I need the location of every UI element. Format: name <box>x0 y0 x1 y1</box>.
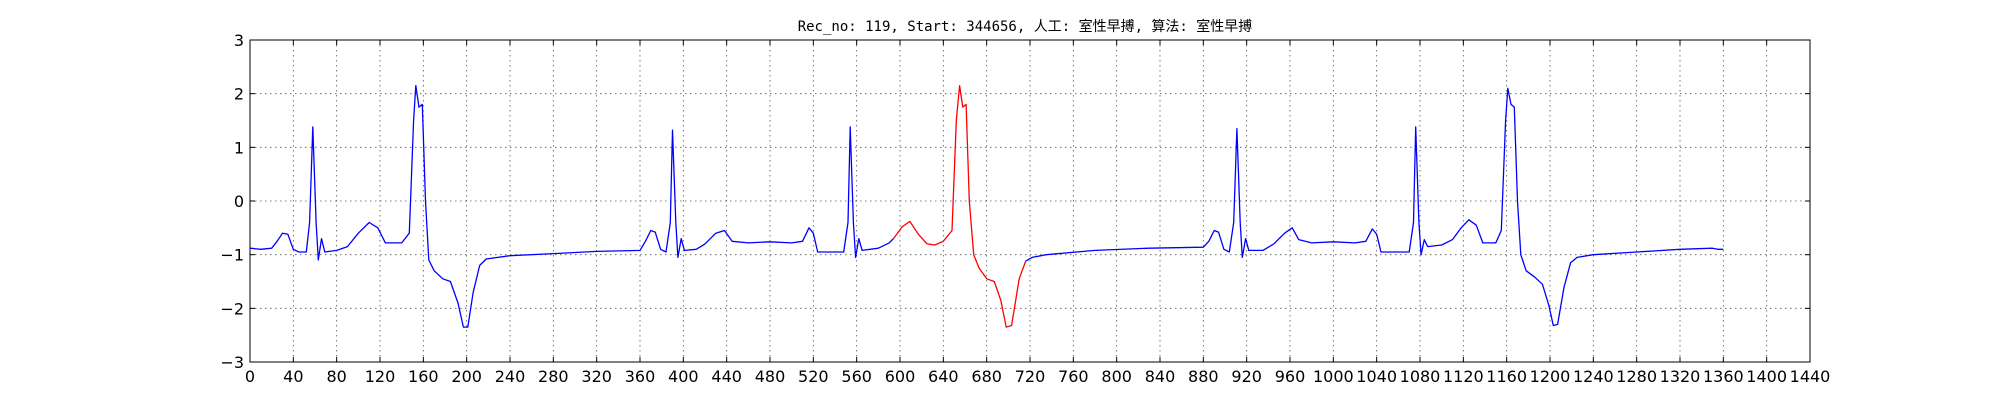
x-tick-label: 520 <box>798 367 829 386</box>
x-tick-label: 640 <box>928 367 959 386</box>
series-line-1 <box>249 84 894 328</box>
x-tick-label: 120 <box>365 367 396 386</box>
x-tick-label: 160 <box>408 367 439 386</box>
x-tick-label: 440 <box>711 367 742 386</box>
x-tick-label: 280 <box>538 367 569 386</box>
x-tick-labels: 0 40 80 120 160 200 240 280 320 360 400 440 480 520 56… <box>245 367 1830 386</box>
x-tick-label: 1000 <box>1313 367 1354 386</box>
y-tick-label: −1 <box>220 246 244 265</box>
x-tick-label: 1320 <box>1660 367 1701 386</box>
x-tick-label: 1400 <box>1746 367 1787 386</box>
x-tick-label: 1200 <box>1530 367 1571 386</box>
x-tick-label: 400 <box>668 367 699 386</box>
x-tick-label: 1280 <box>1616 367 1657 386</box>
series-line-2 <box>892 84 1027 328</box>
x-tick-label: 1440 <box>1790 367 1831 386</box>
x-tick-label: 680 <box>971 367 1002 386</box>
x-tick-label: 1080 <box>1400 367 1441 386</box>
x-tick-label: 40 <box>283 367 303 386</box>
x-tick-label: 600 <box>885 367 916 386</box>
x-tick-label: 720 <box>1015 367 1046 386</box>
y-tick-label: 0 <box>234 192 244 211</box>
grid <box>250 40 1810 362</box>
tick-marks <box>249 39 1811 363</box>
x-tick-label: 80 <box>326 367 346 386</box>
x-tick-label: 1360 <box>1703 367 1744 386</box>
y-tick-label: 1 <box>234 138 244 157</box>
x-tick-label: 480 <box>755 367 786 386</box>
series-line-3 <box>1025 87 1724 327</box>
x-tick-label: 880 <box>1188 367 1219 386</box>
x-tick-label: 1120 <box>1443 367 1484 386</box>
x-tick-label: 0 <box>245 367 255 386</box>
x-tick-label: 760 <box>1058 367 1089 386</box>
x-tick-label: 960 <box>1275 367 1306 386</box>
x-tick-label: 560 <box>841 367 872 386</box>
y-tick-labels: −3 −2 −1 0 1 2 3 <box>220 31 244 372</box>
series-group <box>249 84 1724 328</box>
x-tick-label: 840 <box>1145 367 1176 386</box>
x-tick-label: 1240 <box>1573 367 1614 386</box>
y-tick-label: −2 <box>220 299 244 318</box>
x-tick-label: 240 <box>495 367 526 386</box>
x-tick-label: 360 <box>625 367 656 386</box>
x-tick-label: 800 <box>1101 367 1132 386</box>
chart-title: Rec_no: 119, Start: 344656, 人工: 室性早搏, 算法… <box>798 18 1253 35</box>
x-tick-label: 200 <box>451 367 482 386</box>
x-tick-label: 320 <box>581 367 612 386</box>
x-tick-label: 920 <box>1231 367 1262 386</box>
y-tick-label: −3 <box>220 353 244 372</box>
x-tick-label: 1160 <box>1486 367 1527 386</box>
y-tick-label: 3 <box>234 31 244 50</box>
y-tick-label: 2 <box>234 85 244 104</box>
x-tick-label: 1040 <box>1356 367 1397 386</box>
